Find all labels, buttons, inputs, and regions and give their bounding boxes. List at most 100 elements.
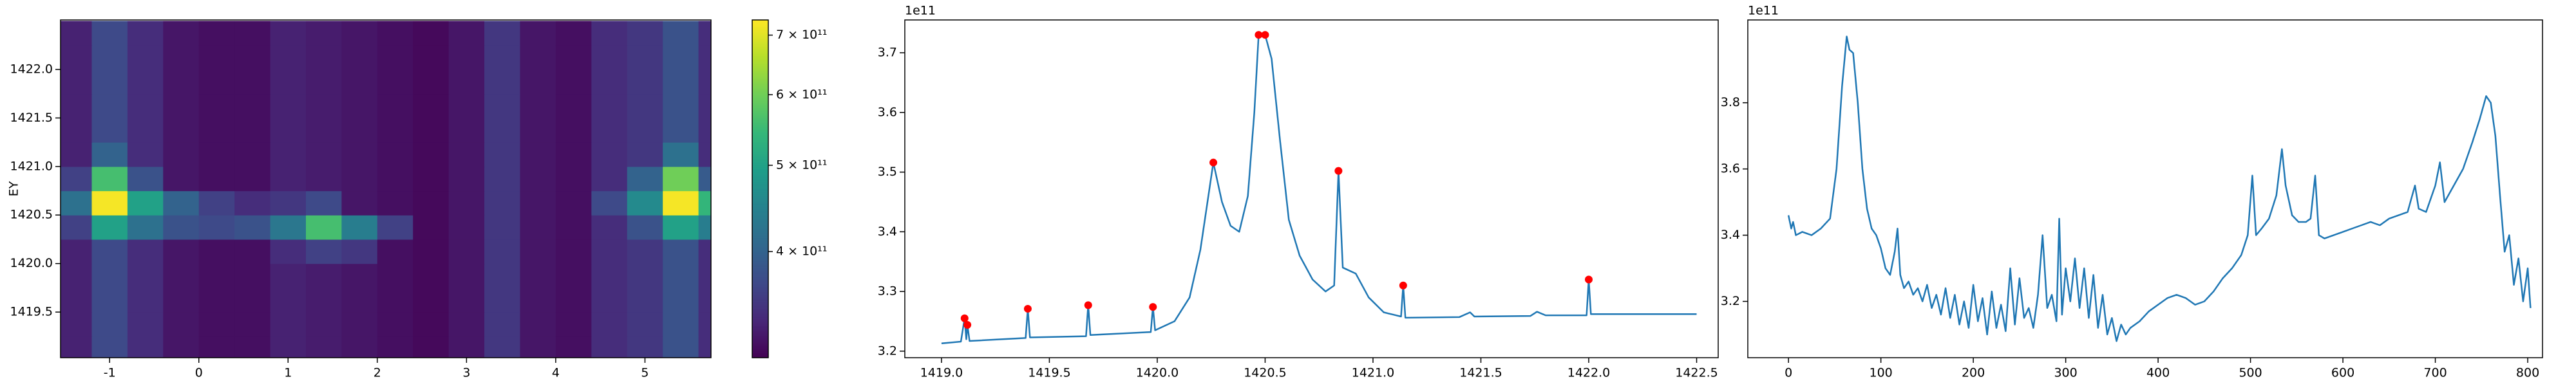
heatmap-cell	[306, 93, 343, 118]
heatmap-cell	[270, 69, 307, 95]
heatmap-cell	[127, 69, 164, 95]
heatmap-cell	[627, 312, 663, 337]
colorbar-segment	[752, 299, 768, 301]
heatmap-cell	[270, 312, 307, 337]
heatmap-cell	[555, 215, 592, 240]
heatmap-cell	[341, 215, 378, 240]
heatmap-cell	[127, 142, 164, 167]
colorbar-segment	[752, 237, 768, 240]
heatmap-cell	[306, 263, 343, 288]
peak-marker	[1584, 275, 1593, 284]
heatmap-cell	[91, 336, 128, 358]
heatmap-cell	[377, 142, 413, 167]
heatmap-cell	[341, 288, 378, 313]
colorbar-segment	[752, 268, 768, 271]
heatmap-cell	[591, 21, 628, 46]
colorbar-segment	[752, 177, 768, 179]
heatmap-cell	[448, 166, 485, 192]
colorbar-segment	[752, 214, 768, 217]
colorbar-segment	[752, 354, 768, 356]
colorbar-segment	[752, 209, 768, 212]
colorbar-segment	[752, 123, 768, 125]
heatmap-cell	[61, 190, 93, 216]
colorbar-segment	[752, 196, 768, 198]
heatmap-cell	[484, 142, 521, 167]
colorbar-frame	[752, 19, 769, 358]
heatmap-cell	[520, 215, 556, 240]
colorbar-segment	[752, 138, 768, 140]
heatmap-cell	[484, 166, 521, 192]
heatmap-cell	[306, 239, 343, 264]
heatmap-cell	[591, 190, 628, 216]
colorbar-segment	[752, 291, 768, 294]
heatmap-cell	[520, 69, 556, 95]
heatmap-cell	[484, 336, 521, 358]
peak-marker	[963, 320, 972, 329]
colorbar-segment	[752, 224, 768, 226]
heatmap-cell	[234, 263, 271, 288]
heatmap-cell	[377, 93, 413, 118]
colorbar-segment	[752, 55, 768, 58]
colorbar-segment	[752, 99, 768, 102]
heatmap-cell	[306, 69, 343, 95]
heatmap-cell	[234, 312, 271, 337]
colorbar-segment	[752, 109, 768, 112]
x-tick-label: 1421.0	[1352, 366, 1394, 380]
heatmap-cell	[163, 190, 200, 216]
heatmap-cell	[555, 93, 592, 118]
heatmap-cell	[413, 312, 450, 337]
colorbar-segment	[752, 60, 768, 63]
heatmap-cell	[270, 142, 307, 167]
colorbar-segment	[752, 261, 768, 264]
y-tick-label: 3.7	[878, 46, 897, 60]
heatmap-cell	[163, 118, 200, 143]
colorbar-segment	[752, 38, 768, 41]
colorbar-segment	[752, 96, 768, 98]
colorbar-segment	[752, 26, 768, 29]
heatmap-cell	[413, 93, 450, 118]
colorbar-segment	[752, 151, 768, 154]
heatmap-cell	[555, 288, 592, 313]
colorbar-segment	[752, 317, 768, 320]
heatmap-cell	[698, 69, 711, 95]
heatmap-cell	[306, 336, 343, 358]
colorbar-segment	[752, 300, 768, 302]
colorbar-segment	[752, 320, 768, 323]
heatmap-cell	[341, 190, 378, 216]
heatmap-cell	[341, 69, 378, 95]
peak-marker	[1334, 167, 1343, 175]
colorbar-segment	[752, 244, 768, 247]
heatmap-cell	[484, 312, 521, 337]
colorbar-segment	[752, 229, 768, 232]
heatmap-cell	[627, 263, 663, 288]
heatmap-cell	[198, 69, 235, 95]
heatmap-cell	[198, 93, 235, 118]
colorbar-segment	[752, 339, 768, 342]
colorbar-segment	[752, 74, 768, 77]
colorbar-segment	[752, 82, 768, 85]
colorbar-segment	[752, 344, 768, 347]
heatmap-cell	[61, 69, 93, 95]
colorbar-segment	[752, 251, 768, 253]
heatmap-cell	[555, 69, 592, 95]
heatmap-cell	[91, 142, 128, 167]
colorbar-segment	[752, 356, 768, 358]
heatmap-cell	[341, 336, 378, 358]
heatmap-cell	[91, 166, 128, 192]
colorbar-segment	[752, 280, 768, 282]
x-tick-label: 1419.0	[920, 366, 963, 380]
heatmap-cell	[448, 190, 485, 216]
heatmap-cell	[698, 239, 711, 264]
colorbar-segment	[752, 142, 768, 144]
colorbar-segment	[752, 302, 768, 304]
peak-marker	[1023, 304, 1032, 313]
peak-marker	[960, 314, 969, 322]
colorbar-segment	[752, 183, 768, 186]
colorbar-segment	[752, 78, 768, 82]
colorbar-segment	[752, 243, 768, 245]
colorbar-segment	[752, 188, 768, 191]
colorbar-segment	[752, 271, 768, 274]
heatmap-cell	[198, 215, 235, 240]
data-line	[1787, 35, 2532, 342]
